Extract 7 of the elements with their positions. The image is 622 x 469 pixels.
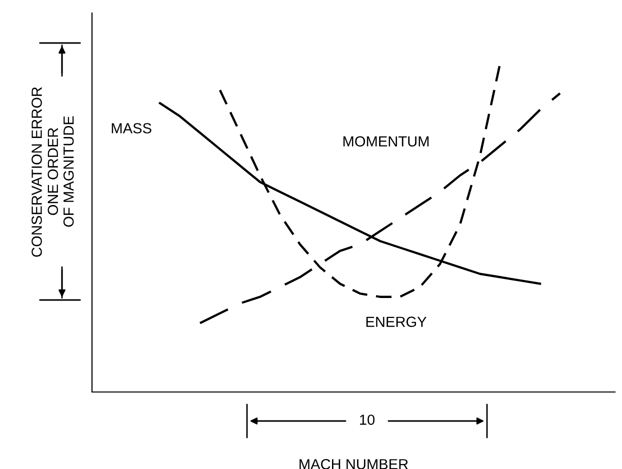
x-axis-title: MACH NUMBER (300, 459, 408, 469)
text: CONSERVATION ERROR (32, 87, 42, 257)
text: MOMENTUM (343, 136, 429, 147)
series-label: ENERGY (366, 316, 426, 328)
series-label: MASS (112, 123, 152, 134)
text: ONE ORDER OF MAGNITUDE (48, 116, 74, 227)
text: 10 (360, 414, 375, 425)
